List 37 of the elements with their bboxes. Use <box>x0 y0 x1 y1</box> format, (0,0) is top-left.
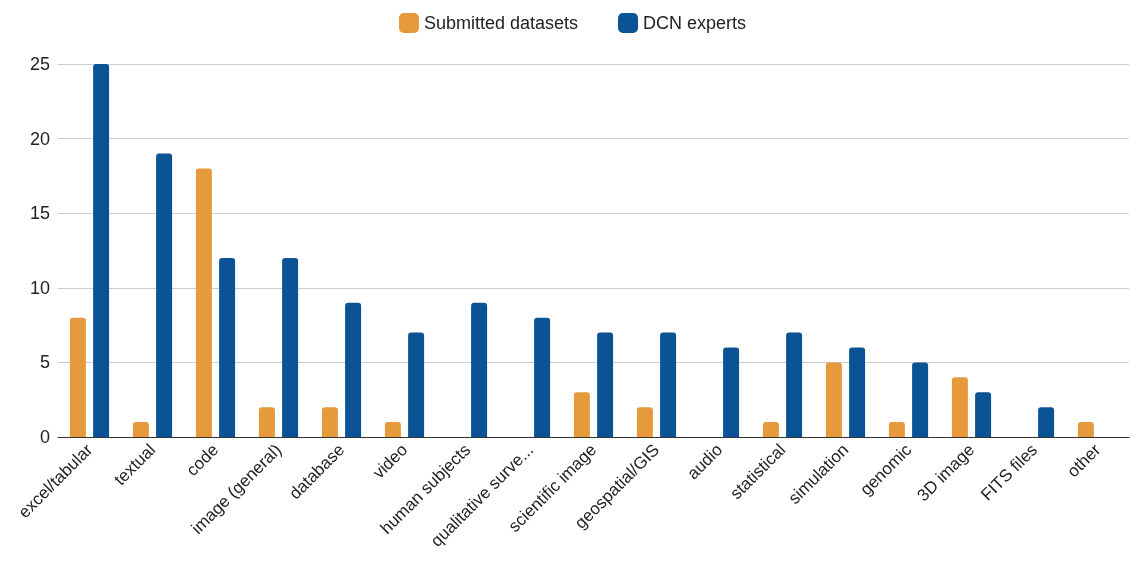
bar <box>258 407 275 437</box>
y-tick-label: 0 <box>39 427 50 447</box>
bar <box>93 64 110 437</box>
bar <box>723 347 740 437</box>
bar <box>195 168 212 437</box>
bar <box>762 422 779 437</box>
bar <box>786 332 803 437</box>
bar <box>1038 407 1055 437</box>
y-tick-label: 25 <box>29 54 50 74</box>
bar <box>345 302 362 437</box>
bar <box>282 257 299 437</box>
bar <box>951 377 968 437</box>
bar <box>975 392 992 437</box>
bar <box>219 257 236 437</box>
bar <box>636 407 653 437</box>
bar <box>69 317 86 437</box>
bar <box>321 407 338 437</box>
bar <box>408 332 425 437</box>
bar <box>573 392 590 437</box>
y-tick-label: 20 <box>29 128 50 149</box>
bar <box>156 153 173 437</box>
bar <box>384 422 401 437</box>
bar <box>849 347 866 437</box>
y-tick-label: 15 <box>29 203 50 224</box>
bar <box>471 302 488 437</box>
bar <box>132 422 149 437</box>
bar <box>912 362 929 437</box>
y-tick-label: 5 <box>39 352 50 373</box>
bar <box>597 332 614 437</box>
bar <box>888 422 905 437</box>
legend-label: Submitted datasets <box>423 13 579 33</box>
y-tick-label: 10 <box>29 277 50 298</box>
bar <box>825 362 842 437</box>
bar <box>534 317 551 437</box>
bar <box>1077 422 1094 437</box>
legend-label: DCN experts <box>643 13 747 33</box>
bar <box>660 332 677 437</box>
